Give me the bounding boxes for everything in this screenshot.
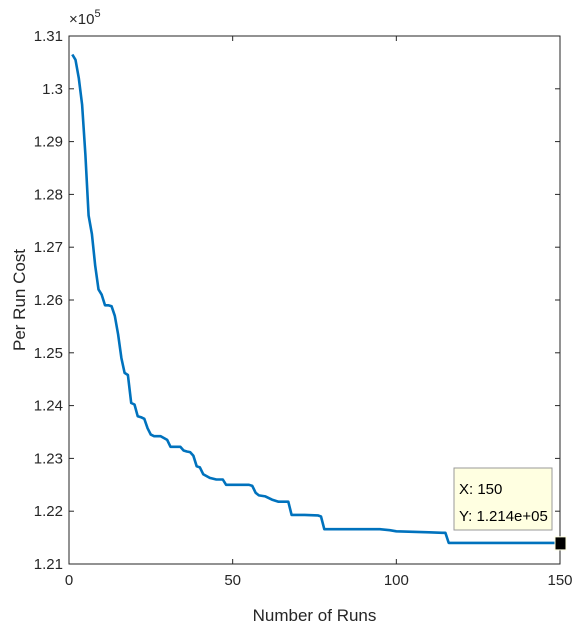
series-layer xyxy=(71,53,560,545)
x-tick-label: 100 xyxy=(384,572,409,589)
x-tick-label: 150 xyxy=(547,572,572,589)
y-tick-label: 1.28 xyxy=(34,186,63,203)
y-tick-label: 1.24 xyxy=(34,398,63,415)
y-axis-multiplier-base: ×10 xyxy=(69,11,94,28)
datatip-x-label: X: 150 xyxy=(459,481,502,498)
x-tick-label: 0 xyxy=(65,572,73,589)
y-tick-label: 1.21 xyxy=(34,556,63,573)
x-tick-label: 50 xyxy=(224,572,241,589)
y-tick-label: 1.22 xyxy=(34,503,63,520)
y-tick-label: 1.29 xyxy=(34,134,63,151)
y-axis-multiplier: ×105 xyxy=(69,8,101,28)
y-tick-label: 1.3 xyxy=(42,81,63,98)
datatip-box xyxy=(453,467,553,531)
y-tick-label: 1.26 xyxy=(34,292,63,309)
datatip[interactable]: X: 150 Y: 1.214e+05 xyxy=(453,467,567,551)
y-axis-title: Per Run Cost xyxy=(10,249,29,351)
x-axis-ticks: 0 50 100 150 xyxy=(65,36,573,589)
series-line-1 xyxy=(71,53,560,545)
x-axis-title: Number of Runs xyxy=(253,606,377,625)
y-tick-label: 1.23 xyxy=(34,450,63,467)
y-tick-label: 1.25 xyxy=(34,345,63,362)
y-tick-label: 1.31 xyxy=(34,28,63,45)
y-tick-label: 1.27 xyxy=(34,239,63,256)
datatip-y-label: Y: 1.214e+05 xyxy=(459,508,548,525)
datatip-marker[interactable] xyxy=(554,536,567,551)
y-axis-ticks: 1.211.221.231.241.251.261.271.281.291.31… xyxy=(34,28,560,573)
y-axis-multiplier-exponent: 5 xyxy=(94,8,100,20)
